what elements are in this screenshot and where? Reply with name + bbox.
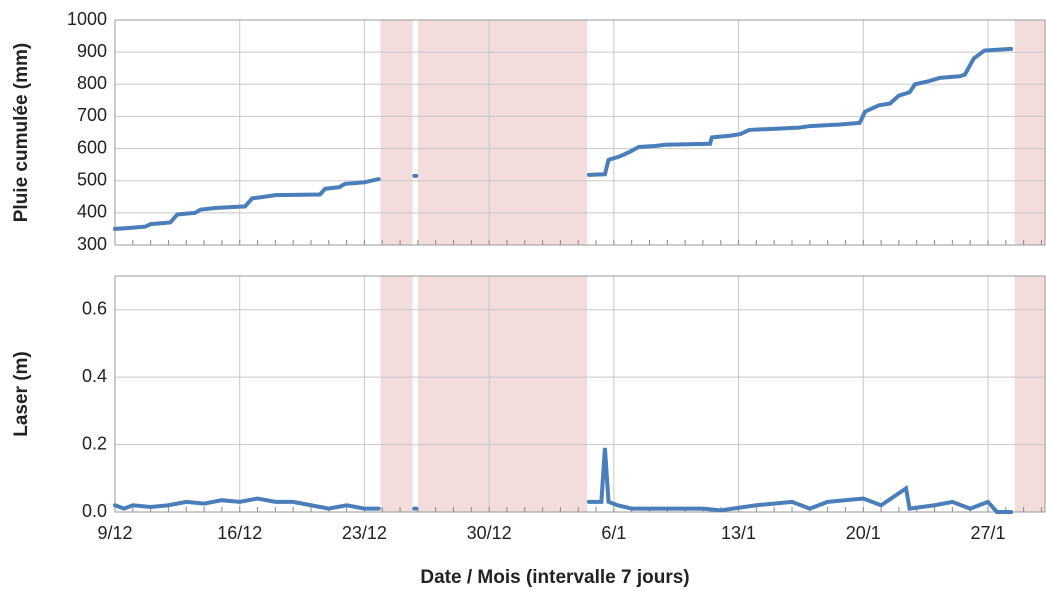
- data-line: [113, 177, 381, 231]
- shaded-region: [380, 20, 413, 245]
- shaded-region: [1014, 20, 1045, 245]
- x-tick-label: 23/12: [342, 523, 387, 543]
- x-axis-label: Date / Mois (intervalle 7 jours): [420, 567, 689, 588]
- x-tick-label: 6/1: [601, 523, 626, 543]
- data-line: [113, 496, 381, 511]
- shaded-region: [1014, 276, 1045, 512]
- data-line: [586, 46, 1014, 177]
- y-axis-label: Laser (m): [11, 351, 32, 437]
- x-tick-label: 13/1: [721, 523, 756, 543]
- shaded-region: [417, 20, 588, 245]
- y-tick-label: 1000: [67, 9, 107, 29]
- y-tick-label: 0.2: [82, 433, 107, 453]
- shaded-region: [417, 276, 588, 512]
- y-tick-label: 900: [77, 41, 107, 61]
- x-tick-label: 9/12: [97, 523, 132, 543]
- data-line: [586, 447, 1014, 514]
- x-tick-label: 20/1: [846, 523, 881, 543]
- y-tick-label: 0.0: [82, 501, 107, 521]
- y-tick-label: 600: [77, 137, 107, 157]
- x-tick-label: 16/12: [217, 523, 262, 543]
- shaded-region: [380, 276, 413, 512]
- x-tick-label: 27/1: [970, 523, 1005, 543]
- y-tick-label: 0.4: [82, 366, 107, 386]
- y-tick-label: 500: [77, 169, 107, 189]
- y-tick-label: 0.6: [82, 298, 107, 318]
- y-tick-label: 700: [77, 105, 107, 125]
- plot-frame: [114, 19, 1046, 246]
- plot-frame: [114, 275, 1046, 513]
- y-tick-label: 300: [77, 234, 107, 254]
- x-tick-label: 30/12: [467, 523, 512, 543]
- y-axis-label: Pluie cumulée (mm): [11, 43, 32, 223]
- y-tick-label: 400: [77, 202, 107, 222]
- y-tick-label: 800: [77, 73, 107, 93]
